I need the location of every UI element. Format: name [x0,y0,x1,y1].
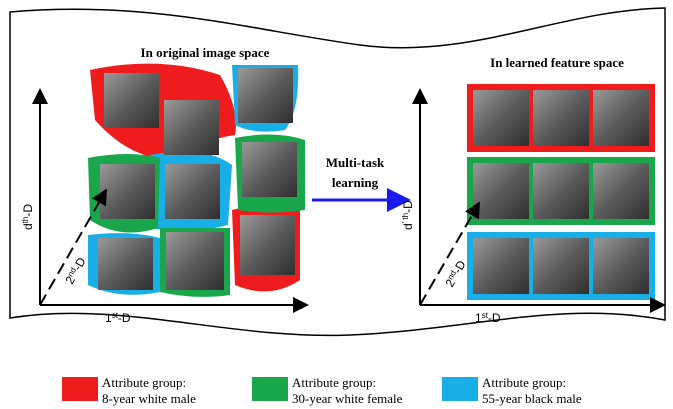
axis-label-sup: st [112,311,119,320]
legend-swatch [62,377,98,401]
axis-label: 2nd-D [62,254,89,286]
page-frame [9,7,666,337]
axis-label-sup: th [21,217,30,224]
axis-label-base: d [21,223,35,230]
axes [32,88,666,313]
axis-label-suffix: -D [118,311,131,325]
left-title: In original image space [141,45,270,60]
legend-text: Attribute group: [292,375,376,390]
axis-label: 1st-D [475,311,501,326]
arrow-label: Multi-task [326,155,385,170]
legend-text: Attribute group: [102,375,186,390]
axis-label: d' th-D [401,200,416,230]
axis-label: 2nd-D [442,257,469,289]
axis-label-sup: nd [65,266,77,278]
right-title: In learned feature space [490,55,624,70]
legend-text: 55-year black male [482,391,582,406]
axis-label-sup: st [482,311,489,320]
legend-text: Attribute group: [482,375,566,390]
legend-swatch [442,377,478,401]
left-faces [98,68,297,290]
axis-label-suffix: -D [401,200,415,213]
axis-label: dth-D [21,204,36,230]
axis-label-base: d [401,223,415,230]
right-faces [473,90,649,294]
arrow-label: learning [332,175,379,190]
axis-label-suffix: -D [488,311,501,325]
axis-label-base: 1 [475,311,482,325]
axis-label-suffix: -D [21,204,35,217]
axis-label: 1st-D [105,311,131,326]
axis-label-sup: nd [445,269,457,281]
legend-text: 8-year white male [102,391,196,406]
axis-label-sup: ' th [401,213,410,223]
legend-text: 30-year white female [292,391,403,406]
axis-label-base: 1 [105,311,112,325]
legend-swatch [252,377,288,401]
